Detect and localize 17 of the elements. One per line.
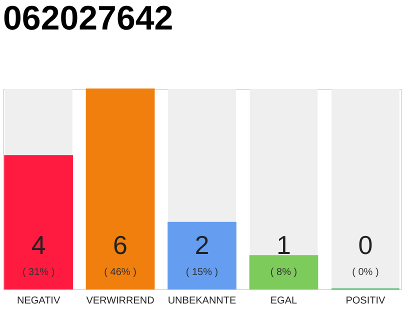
data-label: 1: [276, 230, 291, 260]
annotation: ( 46% ): [104, 267, 136, 278]
data-label: 6: [113, 230, 128, 260]
data-label: 0: [358, 230, 373, 260]
chart-title: 062027642: [3, 0, 174, 38]
annotation: ( 0% ): [352, 267, 379, 278]
data-label: 2: [194, 230, 210, 260]
bar: [249, 255, 318, 290]
annotation: ( 31% ): [22, 267, 55, 278]
x-tick-label: NEGATIV: [16, 296, 60, 306]
x-tick-label: VERWIRREND: [86, 296, 154, 306]
x-tick-label: EGAL: [270, 296, 298, 306]
annotation: ( 8% ): [270, 267, 298, 278]
annotation: ( 15% ): [186, 267, 218, 278]
x-tick-label: POSITIV: [346, 296, 386, 306]
x-tick-label: UNBEKANNTE: [168, 296, 236, 306]
data-label: 4: [31, 230, 46, 260]
